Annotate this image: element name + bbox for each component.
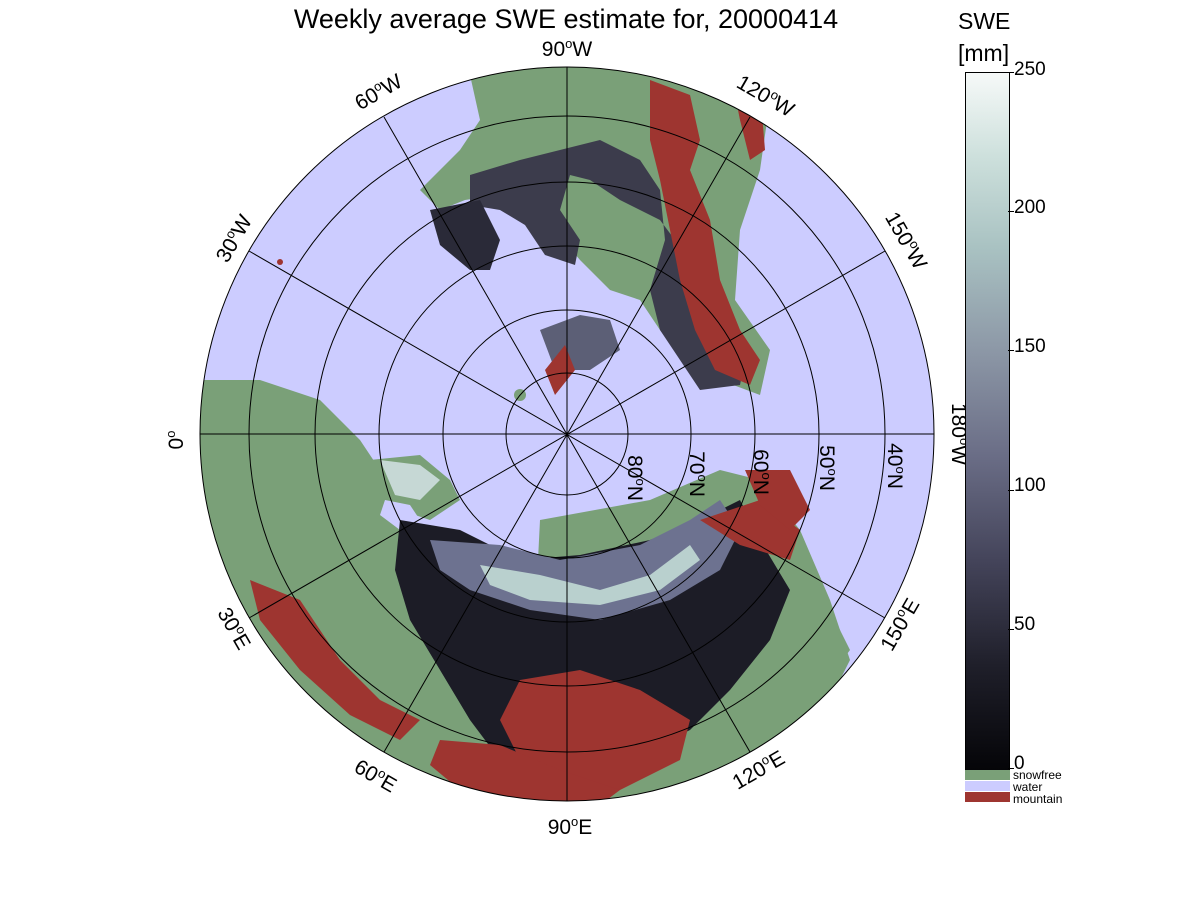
kamchatka	[795, 560, 850, 670]
colorbar-label-250: 250	[1014, 59, 1046, 80]
lat-label-60n: 60oN	[749, 449, 774, 495]
lon-label-0: 0o	[163, 431, 188, 450]
lon-label-60e: 60oE	[350, 754, 401, 798]
legend-swatch-water	[965, 781, 1010, 791]
colorbar-title: SWE	[958, 8, 1011, 34]
legend-label-water: water	[1013, 780, 1043, 794]
chukotka-mountains	[745, 470, 810, 530]
colorbar-tick-50	[1008, 629, 1014, 630]
rocky-mountains	[650, 80, 760, 385]
legend-label-mountain: mountain	[1013, 792, 1063, 806]
lat-label-50n: 50oN	[815, 445, 840, 491]
lon-label-90w: 90oW	[542, 36, 593, 61]
colorbar-tick-200	[1008, 211, 1014, 212]
colorbar-tick-250	[1008, 72, 1014, 73]
lat-label-40n: 40oN	[883, 443, 908, 489]
north-america-snow	[470, 140, 745, 390]
lat-label-80n: 80oN	[623, 455, 648, 501]
longitude-grid	[200, 67, 934, 801]
scandinavia-snow	[380, 460, 440, 500]
lon-label-180w: 180oW	[947, 403, 972, 465]
legend-label-snowfree: snowfree	[1013, 768, 1062, 782]
colorbar-label-150: 150	[1014, 336, 1046, 357]
colorbar-label-100: 100	[1014, 475, 1046, 496]
central-asia-mountains	[500, 670, 690, 790]
legend-swatch-snowfree	[965, 770, 1010, 780]
colorbar-label-200: 200	[1014, 197, 1046, 218]
colorbar-tick-0	[1008, 768, 1014, 769]
lat-label-70n: 70oN	[685, 451, 710, 497]
map-title: Weekly average SWE estimate for, 2000041…	[293, 4, 839, 34]
legend-swatch-mountain	[965, 792, 1010, 802]
swe-colorbar	[965, 72, 1010, 771]
iceland-spot	[277, 259, 283, 265]
colorbar-unit: [mm]	[958, 40, 1010, 66]
colorbar-label-0: 0	[1014, 753, 1025, 774]
asia-snow-high	[480, 545, 700, 605]
colorbar-tick-100	[1008, 490, 1014, 491]
colorbar-tick-150	[1008, 350, 1014, 351]
greenland-snow	[430, 200, 500, 270]
europe-mountains	[250, 580, 420, 740]
himalaya-mountains	[430, 740, 620, 801]
lon-label-90e: 90oE	[548, 814, 593, 839]
colorbar-label-50: 50	[1014, 614, 1036, 635]
